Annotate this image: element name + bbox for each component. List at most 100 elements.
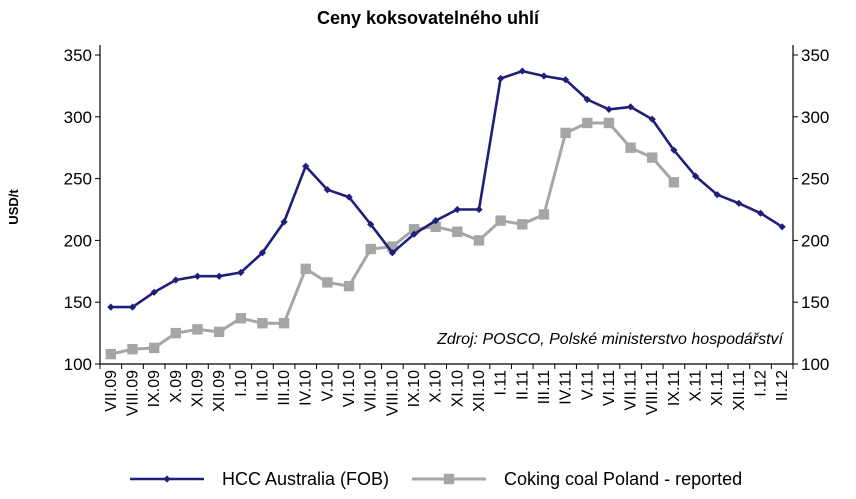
x-tick-label: III.11	[536, 370, 553, 404]
x-tick-label: VIII.11	[644, 370, 661, 415]
data-point	[756, 209, 765, 217]
data-point	[322, 277, 333, 288]
data-point	[778, 223, 786, 231]
data-point	[345, 193, 353, 201]
x-tick-label: V.10	[319, 370, 336, 402]
data-point	[670, 146, 678, 154]
series-0	[107, 67, 786, 311]
x-tick-label: IV.11	[558, 370, 575, 405]
y-tick-label-left: 200	[64, 231, 92, 250]
data-point	[647, 152, 658, 163]
x-tick-label: VII.09	[103, 370, 120, 412]
y-tick-label-left: 350	[64, 46, 92, 65]
data-point	[388, 249, 396, 257]
y-tick-label-left: 100	[64, 355, 92, 374]
data-point	[495, 215, 506, 226]
legend-label: HCC Australia (FOB)	[222, 469, 389, 489]
data-point	[237, 268, 245, 277]
x-tick-label: IX.11	[666, 370, 683, 406]
data-point	[302, 162, 310, 170]
data-point	[258, 249, 267, 257]
data-point	[626, 103, 635, 111]
y-tick-label-right: 100	[801, 355, 829, 374]
data-point	[387, 241, 398, 252]
data-point	[518, 67, 526, 75]
x-tick-label: XI.09	[189, 370, 206, 407]
y-axis-label: USD/t	[6, 189, 21, 225]
legend-item: HCC Australia (FOB)	[130, 469, 389, 489]
x-tick-label: VII.11	[623, 370, 640, 411]
series-layer	[105, 67, 786, 360]
x-tick-label: IX.09	[146, 370, 163, 407]
x-tick-label: VII.10	[363, 370, 380, 412]
data-point	[691, 172, 700, 180]
x-tick-label: III.10	[276, 370, 293, 406]
x-tick-label: XI.11	[709, 370, 726, 406]
data-point	[172, 276, 180, 284]
data-point	[603, 117, 615, 129]
legend: HCC Australia (FOB) Coking coal Poland - …	[130, 469, 742, 489]
data-point	[668, 177, 680, 188]
chart-title: Ceny koksovatelného uhlí	[317, 8, 540, 28]
data-point	[215, 272, 223, 280]
y-tick-label-left: 250	[64, 170, 92, 189]
legend-label: Coking coal Poland - reported	[504, 469, 742, 489]
x-tick-label: IV.10	[298, 370, 315, 406]
data-point	[365, 243, 376, 255]
data-point	[473, 235, 485, 246]
data-point	[517, 219, 528, 230]
data-point	[497, 74, 505, 83]
x-tick-label: VI.11	[601, 370, 618, 406]
y-tick-label-right: 200	[801, 231, 829, 250]
x-tick-label: X.10	[428, 370, 445, 403]
data-point	[105, 348, 117, 360]
series-line	[110, 121, 676, 356]
y-tick-label-right: 300	[801, 108, 829, 127]
data-point	[475, 205, 483, 214]
data-point	[280, 218, 288, 226]
data-point	[343, 280, 355, 292]
y-tick-label-left: 150	[64, 293, 92, 312]
data-point	[278, 318, 290, 329]
x-tick-label: II.11	[514, 370, 531, 400]
series-line	[110, 69, 783, 309]
data-point	[452, 226, 463, 237]
x-tick-label: II.10	[254, 370, 271, 401]
data-point	[408, 224, 420, 235]
data-point	[193, 272, 202, 280]
source-note: Zdroj: POSCO, Polské ministerstvo hospod…	[436, 331, 784, 348]
data-point	[538, 209, 550, 220]
x-tick-label: VIII.10	[384, 370, 401, 416]
y-tick-label-right: 150	[801, 293, 829, 312]
data-point	[235, 313, 246, 324]
data-point	[300, 263, 311, 275]
y-tick-label-left: 300	[64, 108, 92, 127]
x-tick-label: I.10	[233, 370, 250, 397]
data-point	[192, 324, 203, 335]
x-tick-label: XII.11	[731, 370, 748, 411]
legend-swatch-marker	[443, 473, 455, 485]
x-tick-label: VIII.09	[124, 370, 141, 416]
data-point	[257, 318, 268, 329]
data-point	[735, 199, 743, 207]
data-point	[148, 342, 160, 354]
data-point	[562, 76, 570, 84]
legend-swatch-marker	[163, 475, 171, 483]
data-point	[625, 142, 636, 153]
x-tick-label: XI.10	[449, 370, 466, 407]
data-point	[605, 105, 613, 113]
data-point	[432, 217, 440, 225]
data-point	[583, 95, 591, 104]
data-point	[128, 303, 137, 311]
x-tick-label: VI.10	[341, 370, 358, 407]
x-tick-label: I.12	[753, 370, 770, 397]
data-point	[150, 288, 158, 296]
data-point	[648, 115, 656, 123]
data-point	[127, 343, 138, 355]
data-point	[107, 303, 115, 311]
axes: 100 150 200 250 300 350 100 150 200 250 300 350 VII.…	[64, 45, 829, 416]
data-point	[582, 117, 593, 129]
x-tick-label: I.11	[493, 370, 510, 396]
data-point	[713, 191, 721, 199]
